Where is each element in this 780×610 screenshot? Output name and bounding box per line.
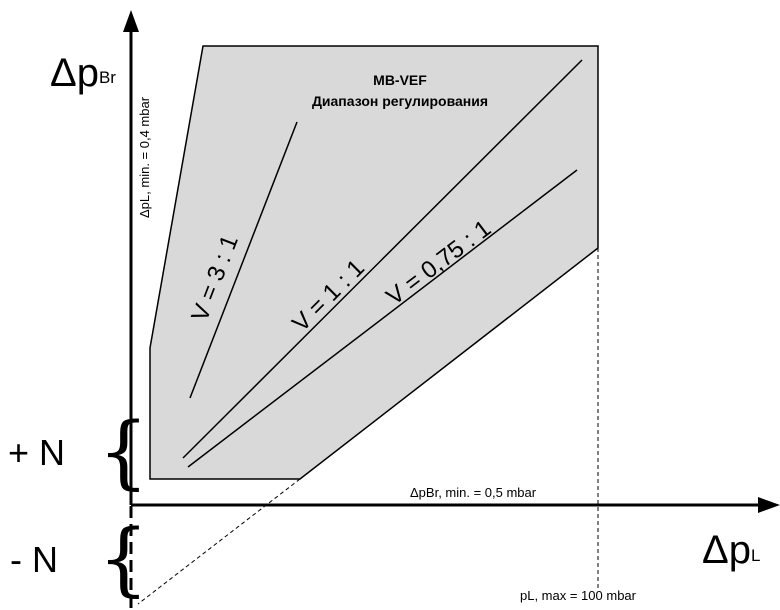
ratio-line-3-1 <box>189 121 298 399</box>
ratio-line-1-1 <box>182 59 583 459</box>
minus-n-brace: { <box>98 512 149 605</box>
dashed-extension-line <box>137 478 301 605</box>
minus-n-label: - N <box>10 539 58 580</box>
x-min-note: ΔpBr, min. = 0,5 mbar <box>410 485 537 500</box>
plus-n-brace: { <box>98 405 149 498</box>
ratio-line-0-75-1 <box>187 169 578 468</box>
title-line-1: MB-VEF <box>373 72 427 88</box>
y-min-note: ΔpL, min. = 0,4 mbar <box>137 96 152 218</box>
x-axis-arrow <box>758 497 780 513</box>
y-axis-label: ΔpBr <box>50 51 116 95</box>
plus-n-label: + N <box>8 432 65 473</box>
title-line-2: Диапазон регулирования <box>312 93 488 109</box>
y-axis-arrow <box>123 10 139 32</box>
x-axis-label: ΔpL <box>702 528 760 572</box>
x-max-note: pL, max = 100 mbar <box>520 588 637 603</box>
